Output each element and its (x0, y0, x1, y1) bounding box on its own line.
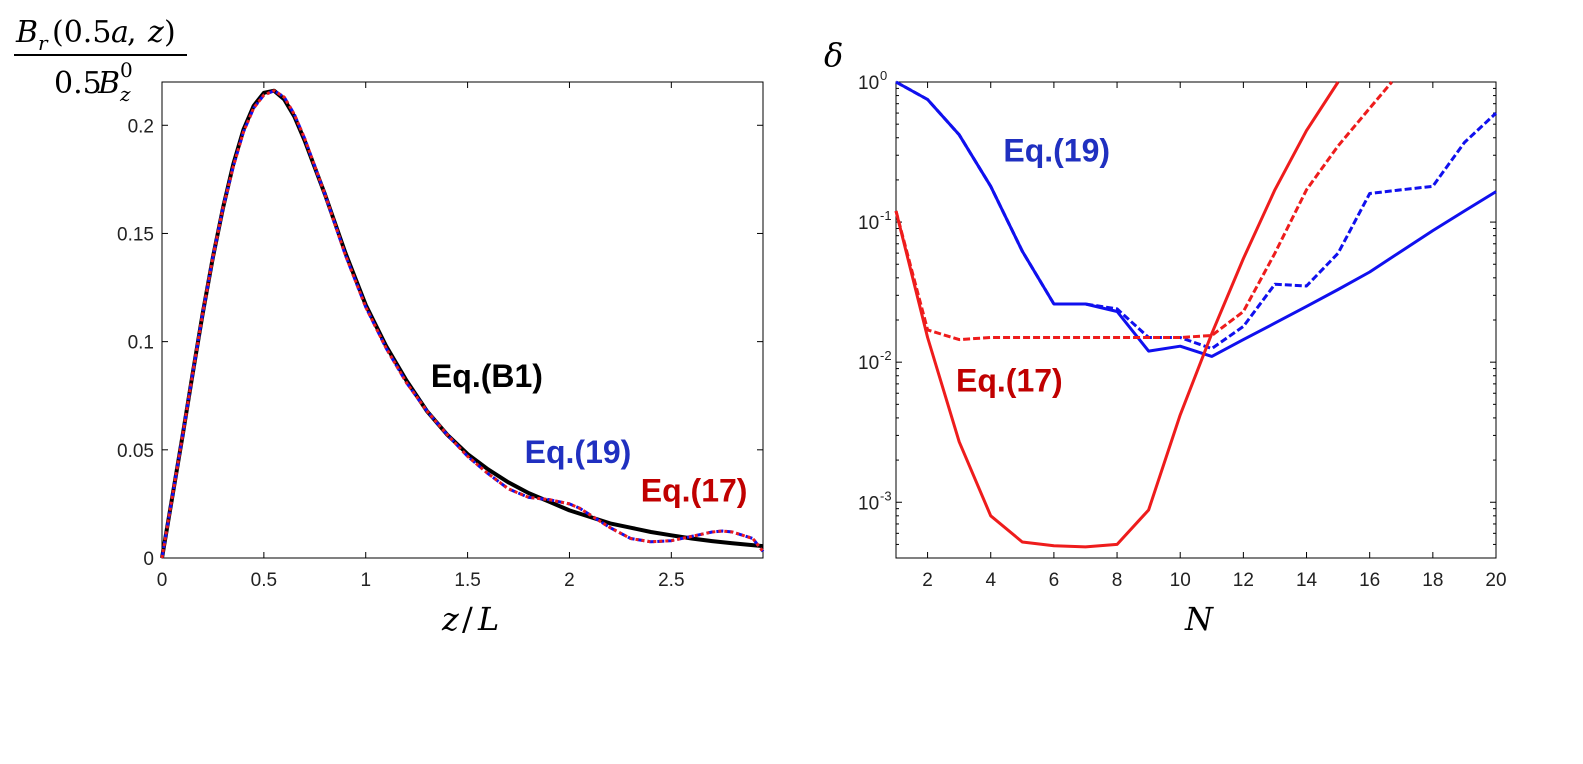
right-annotations: Eq.(19) Eq.(17) (956, 133, 1110, 399)
right-ytick-base: 10 (858, 493, 879, 514)
right-xtick-label: 10 (1170, 570, 1191, 591)
ylabel-den-coef: 0.5 (54, 66, 102, 101)
right-xtick-label: 16 (1359, 570, 1380, 591)
ylabel-num-close: ) (164, 15, 176, 50)
left-annotation: Eq.(B1) (431, 358, 543, 394)
left-series-line (160, 89, 765, 559)
right-xtick-label: 2 (922, 570, 933, 591)
right-series (894, 80, 1498, 549)
right-ytick-exp: -3 (880, 488, 892, 503)
right-series-line (894, 81, 1340, 549)
left-ytick-label: 0.1 (128, 333, 154, 354)
right-annotation: Eq.(17) (956, 362, 1063, 398)
ylabel-num-a: a (111, 15, 129, 50)
ylabel-den-z: z (119, 82, 131, 106)
right-ytick-base: 10 (858, 213, 879, 234)
right-xtick-label: 18 (1422, 570, 1443, 591)
left-ytick-label: 0.2 (128, 116, 154, 137)
right-annotation: Eq.(19) (1003, 133, 1110, 169)
left-xtick-label: 0.5 (251, 570, 277, 591)
left-xtick-label: 2 (564, 570, 575, 591)
left-y-label: B r (0.5 a , z ) 0.5 B z 0 (14, 15, 187, 106)
left-y-ticks: 0 0.05 0.1 0.15 0.2 (117, 116, 763, 570)
right-xtick-label: 20 (1485, 570, 1506, 591)
right-xtick-label: 6 (1049, 570, 1060, 591)
left-series (160, 88, 765, 559)
left-annotation: Eq.(19) (525, 434, 632, 470)
left-ytick-label: 0 (143, 549, 154, 570)
left-xtick-label: 0 (157, 570, 168, 591)
xlabel-L: L (477, 600, 499, 638)
right-xtick-label: 12 (1233, 570, 1254, 591)
right-x-ticks: 2 4 6 8 10 12 14 16 18 20 (922, 82, 1507, 591)
right-ytick-exp: 0 (880, 68, 887, 83)
right-plot-frame (895, 81, 1497, 559)
ylabel-num-comma: , (127, 15, 137, 50)
left-annotations: Eq.(B1) Eq.(19)Eq.(17) (431, 358, 748, 509)
ylabel-num-r: r (38, 31, 49, 55)
left-plot-frame (161, 81, 764, 559)
left-chart: B r (0.5 a , z ) 0.5 B z 0 0 0.5 1 1.5 2 2.5 … (14, 15, 765, 638)
right-ytick-base: 10 (858, 353, 879, 374)
left-x-label: z / L (441, 600, 499, 638)
ylabel-den-B: B (97, 66, 120, 101)
xlabel-z: z (441, 600, 460, 638)
right-series-line (895, 80, 1497, 358)
left-x-ticks: 0 0.5 1 1.5 2 2.5 (157, 82, 685, 591)
right-xtick-label: 4 (985, 570, 996, 591)
xlabel-slash: / (462, 600, 473, 638)
right-ytick-exp: -1 (880, 208, 892, 223)
left-xtick-label: 1 (360, 570, 371, 591)
right-ytick-base: 10 (858, 73, 879, 94)
right-series-line (895, 80, 1498, 351)
ylabel-num-args: (0.5 (52, 15, 111, 50)
ylabel-den-zero: 0 (120, 58, 133, 82)
right-x-label: N (1184, 600, 1214, 638)
right-series-line (894, 81, 1393, 342)
left-xtick-label: 1.5 (454, 570, 480, 591)
right-ytick-exp: -2 (880, 348, 892, 363)
left-annotation: Eq.(17) (641, 473, 748, 509)
left-xtick-label: 2.5 (658, 570, 684, 591)
left-ytick-label: 0.05 (117, 441, 154, 462)
ylabel-num-z: z (147, 15, 164, 50)
right-xtick-label: 8 (1112, 570, 1123, 591)
right-xtick-label: 14 (1296, 570, 1318, 591)
ylabel-num-B: B (15, 15, 38, 50)
right-y-label: δ (824, 36, 843, 74)
left-ytick-label: 0.15 (117, 224, 154, 245)
